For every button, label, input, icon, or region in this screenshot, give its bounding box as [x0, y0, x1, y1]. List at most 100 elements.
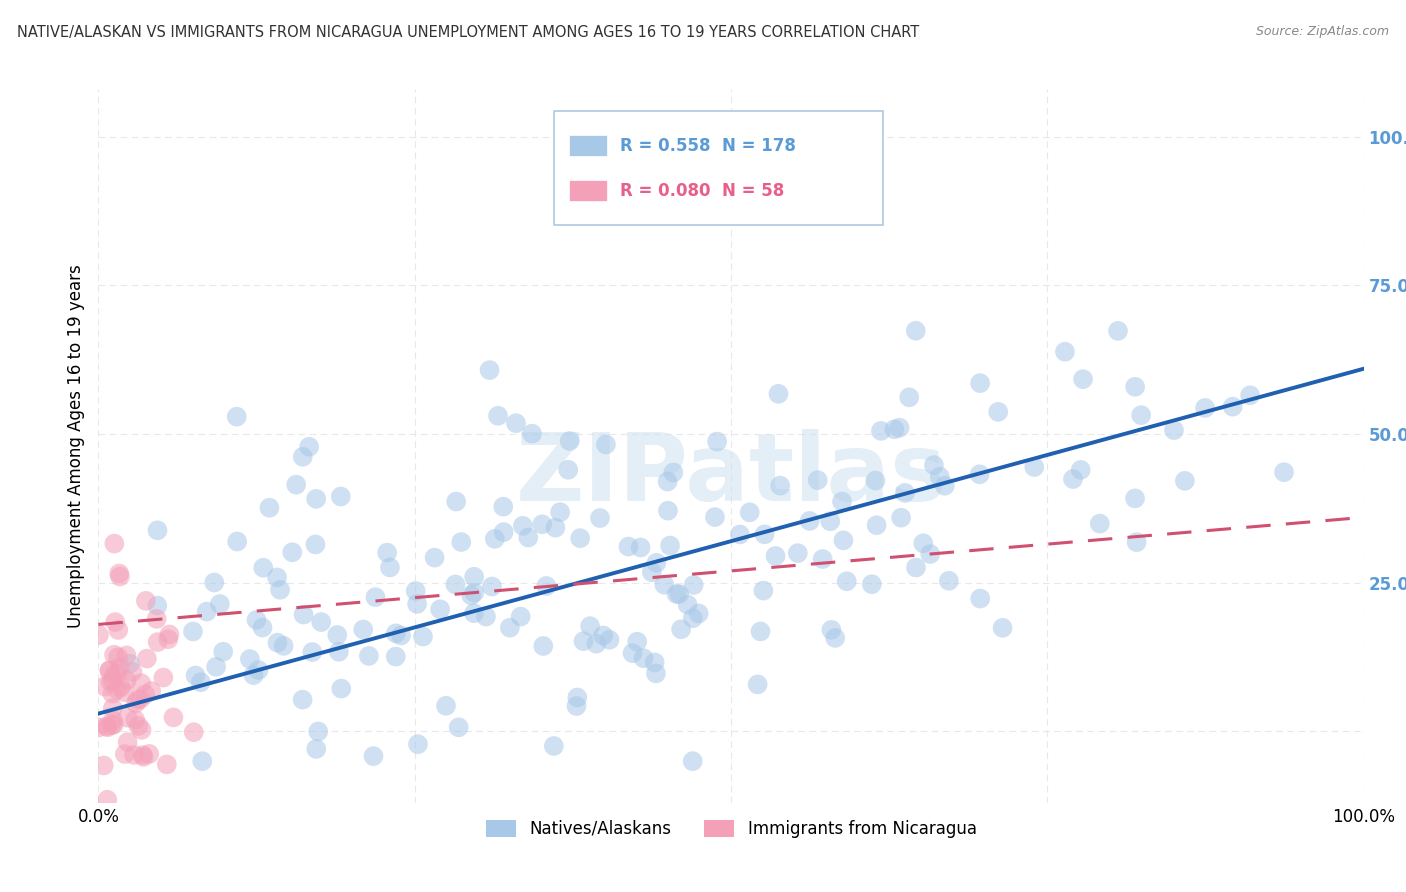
Point: [492, 525, 515, 540]
Point: [644, 656, 666, 670]
Point: [820, 623, 842, 637]
Point: [136, 651, 159, 665]
Point: [824, 631, 846, 645]
Point: [894, 486, 917, 500]
Point: [98, 664, 121, 678]
Point: [269, 582, 291, 597]
Point: [659, 539, 682, 553]
Point: [305, 742, 328, 756]
Point: [363, 749, 385, 764]
Point: [835, 574, 858, 589]
Point: [291, 450, 314, 464]
Point: [668, 587, 690, 601]
Point: [1107, 324, 1129, 338]
Point: [749, 624, 772, 639]
Point: [630, 541, 652, 555]
Point: [682, 611, 704, 625]
Point: [595, 437, 617, 451]
Point: [96, 793, 118, 807]
Point: [141, 684, 163, 698]
Point: [87, 721, 110, 735]
Point: [208, 597, 231, 611]
Point: [475, 609, 498, 624]
Point: [145, 612, 167, 626]
Point: [558, 434, 581, 448]
Point: [969, 591, 991, 606]
Point: [641, 565, 664, 579]
Text: R = 0.080  N = 58: R = 0.080 N = 58: [620, 182, 785, 200]
Point: [103, 536, 125, 550]
Point: [291, 692, 314, 706]
Point: [152, 671, 174, 685]
Text: ZIPatlas: ZIPatlas: [516, 428, 946, 521]
Point: [860, 577, 883, 591]
Point: [676, 598, 699, 612]
Point: [1070, 463, 1092, 477]
Point: [292, 607, 315, 622]
Point: [657, 475, 679, 489]
Point: [434, 698, 457, 713]
Point: [831, 494, 853, 508]
Point: [156, 757, 179, 772]
Point: [898, 390, 921, 404]
Point: [266, 635, 288, 649]
Point: [922, 458, 945, 472]
Point: [124, 713, 146, 727]
Point: [108, 660, 131, 674]
Point: [131, 748, 153, 763]
Point: [706, 434, 728, 449]
Point: [124, 696, 146, 710]
Legend: Natives/Alaskans, Immigrants from Nicaragua: Natives/Alaskans, Immigrants from Nicara…: [479, 813, 983, 845]
Point: [87, 628, 110, 642]
Point: [183, 725, 205, 739]
Point: [481, 580, 503, 594]
Point: [565, 699, 588, 714]
Point: [1272, 465, 1295, 479]
Point: [1071, 372, 1094, 386]
Point: [326, 628, 349, 642]
Point: [384, 649, 406, 664]
Point: [357, 648, 380, 663]
Point: [389, 628, 412, 642]
Point: [190, 675, 212, 690]
Point: [934, 479, 956, 493]
Point: [134, 687, 156, 701]
Point: [499, 621, 522, 635]
Point: [463, 606, 485, 620]
Point: [239, 652, 262, 666]
Point: [100, 674, 122, 689]
Point: [212, 645, 235, 659]
Point: [991, 621, 1014, 635]
Point: [330, 681, 353, 696]
Point: [544, 521, 567, 535]
Point: [820, 514, 842, 528]
Point: [1123, 380, 1146, 394]
Point: [121, 665, 143, 679]
Point: [754, 527, 776, 541]
Point: [484, 532, 506, 546]
Point: [889, 421, 911, 435]
Point: [146, 635, 169, 649]
Point: [101, 687, 124, 701]
Point: [492, 500, 515, 514]
Point: [225, 409, 247, 424]
Point: [463, 570, 485, 584]
Point: [1222, 400, 1244, 414]
Point: [93, 680, 115, 694]
Point: [633, 651, 655, 665]
Point: [969, 467, 991, 482]
Point: [585, 637, 607, 651]
Bar: [569, 180, 607, 202]
Point: [114, 685, 136, 699]
Point: [865, 474, 887, 488]
Point: [328, 645, 350, 659]
Point: [429, 602, 451, 616]
Point: [728, 527, 751, 541]
Point: [509, 609, 531, 624]
Point: [105, 682, 128, 697]
Point: [665, 587, 688, 601]
Point: [557, 463, 579, 477]
Point: [101, 701, 124, 715]
Point: [117, 735, 139, 749]
Point: [569, 531, 592, 545]
